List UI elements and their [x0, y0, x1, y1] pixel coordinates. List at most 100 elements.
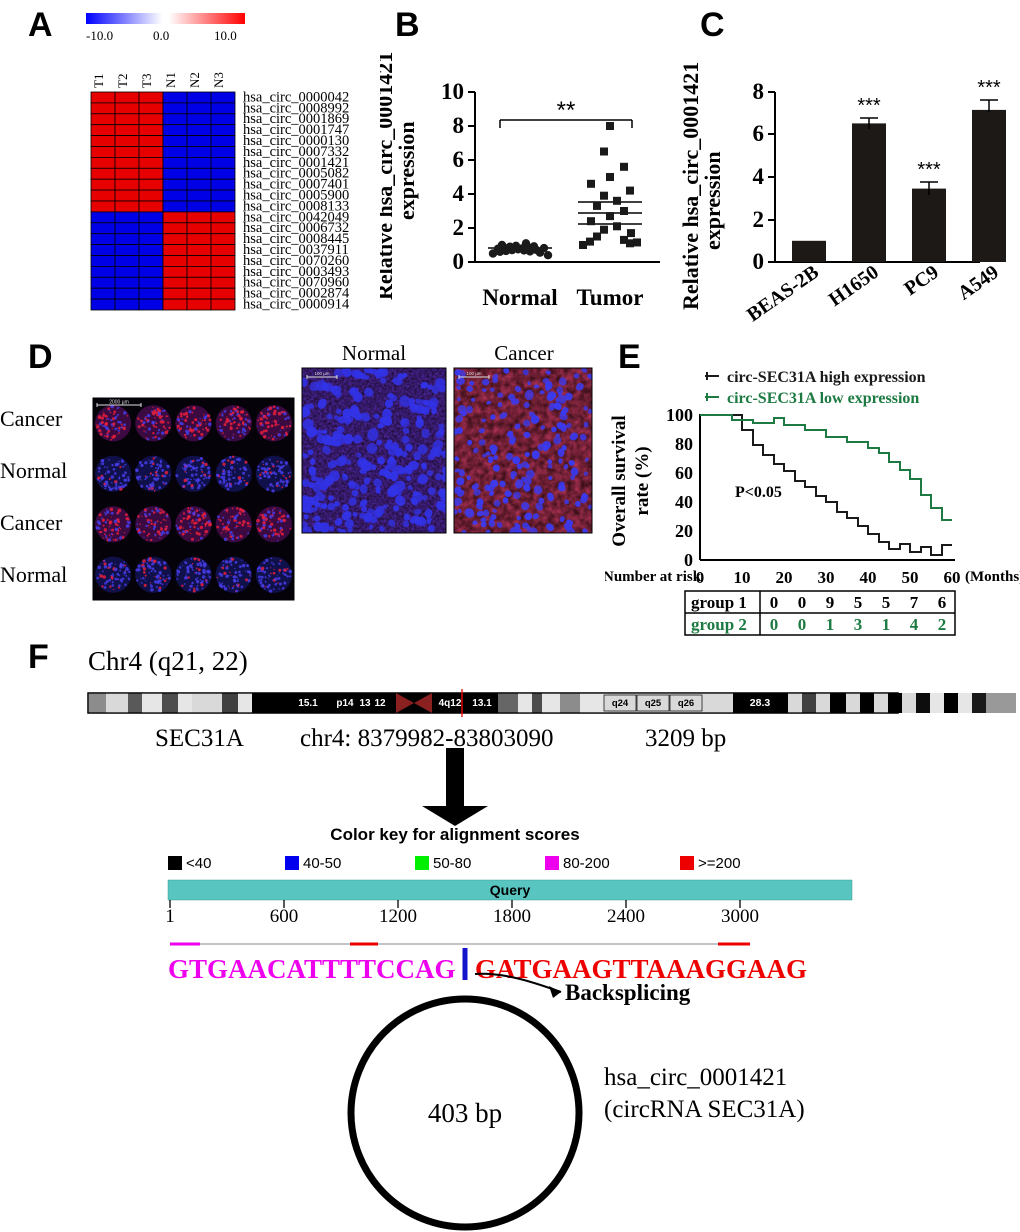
svg-text:expression: expression — [700, 151, 725, 250]
svg-text:4: 4 — [453, 181, 465, 206]
svg-text:Normal: Normal — [0, 562, 67, 587]
svg-text:4: 4 — [753, 164, 765, 189]
svg-text:20: 20 — [776, 568, 793, 587]
svg-text:(circRNA SEC31A): (circRNA SEC31A) — [604, 1096, 805, 1123]
svg-text:group 2: group 2 — [691, 615, 747, 634]
svg-text:Cancer: Cancer — [0, 406, 63, 431]
svg-text:N3: N3 — [211, 72, 226, 88]
svg-text:Normal: Normal — [0, 458, 67, 483]
svg-text:Cancer: Cancer — [494, 341, 553, 365]
svg-text:circ-SEC31A high expression: circ-SEC31A high expression — [727, 369, 926, 386]
svg-text:50-80: 50-80 — [433, 855, 471, 872]
svg-text:60: 60 — [944, 568, 961, 587]
svg-text:6: 6 — [938, 593, 947, 612]
svg-text:PC9: PC9 — [900, 261, 943, 300]
svg-text:40: 40 — [675, 492, 693, 512]
svg-text:9: 9 — [826, 593, 835, 612]
svg-text:13: 13 — [359, 698, 371, 709]
svg-text:13.1: 13.1 — [472, 698, 492, 709]
svg-text:0: 0 — [453, 249, 465, 274]
svg-text:circ-SEC31A low expression: circ-SEC31A low expression — [727, 390, 919, 407]
svg-text:2: 2 — [453, 215, 465, 240]
svg-text:Normal: Normal — [482, 285, 557, 310]
svg-text:100: 100 — [666, 405, 693, 425]
svg-text:4: 4 — [910, 615, 919, 634]
svg-text:5: 5 — [854, 593, 863, 612]
svg-text:-10.0: -10.0 — [86, 28, 113, 43]
svg-text:0: 0 — [684, 550, 693, 570]
svg-text:Chr4 (q21, 22): Chr4 (q21, 22) — [88, 646, 248, 676]
svg-text:H1650: H1650 — [825, 261, 883, 311]
svg-text:6: 6 — [453, 147, 465, 172]
svg-text:q24: q24 — [612, 698, 629, 709]
svg-text:10: 10 — [441, 79, 464, 104]
svg-text:0: 0 — [770, 593, 779, 612]
svg-text:***: *** — [917, 159, 941, 181]
svg-text:group 1: group 1 — [691, 593, 747, 612]
svg-text:403 bp: 403 bp — [428, 1098, 502, 1128]
svg-text:rate (%): rate (%) — [632, 446, 653, 515]
svg-text:100 µm: 100 µm — [314, 371, 329, 376]
svg-text:q26: q26 — [678, 698, 694, 709]
svg-text:6: 6 — [753, 121, 765, 146]
svg-text:1: 1 — [826, 615, 835, 634]
svg-text:600: 600 — [270, 906, 299, 927]
svg-text:chr4: 8379982-83803090: chr4: 8379982-83803090 — [300, 725, 553, 752]
svg-text:30: 30 — [818, 568, 835, 587]
svg-text:2000 µm: 2000 µm — [109, 400, 129, 406]
svg-text:Tumor: Tumor — [577, 285, 644, 310]
svg-text:Normal: Normal — [342, 341, 406, 365]
svg-text:100 µm: 100 µm — [466, 371, 481, 376]
svg-text:>=200: >=200 — [698, 855, 741, 872]
svg-text:1: 1 — [165, 906, 175, 927]
svg-text:5: 5 — [882, 593, 891, 612]
svg-text:***: *** — [857, 95, 881, 117]
svg-text:q25: q25 — [645, 698, 662, 709]
svg-text:2: 2 — [753, 207, 765, 232]
svg-text:28.3: 28.3 — [750, 697, 771, 709]
svg-text:Color key for alignment scores: Color key for alignment scores — [330, 825, 579, 844]
svg-text:20: 20 — [675, 521, 693, 541]
svg-text:0: 0 — [770, 615, 779, 634]
svg-text:P<0.05: P<0.05 — [735, 484, 782, 501]
svg-text:hsa_circ_0001421: hsa_circ_0001421 — [604, 1064, 787, 1091]
svg-text:N1: N1 — [163, 72, 178, 88]
svg-text:2400: 2400 — [607, 906, 645, 927]
svg-text:(Months): (Months) — [965, 569, 1020, 585]
svg-text:1200: 1200 — [379, 906, 417, 927]
svg-text:SEC31A: SEC31A — [155, 725, 244, 752]
svg-text:0: 0 — [798, 593, 807, 612]
svg-text:8: 8 — [753, 79, 765, 104]
svg-text:0: 0 — [753, 249, 765, 274]
svg-text:8: 8 — [453, 113, 465, 138]
svg-text:N2: N2 — [187, 72, 202, 88]
svg-text:10: 10 — [734, 568, 751, 587]
svg-text:40-50: 40-50 — [303, 855, 341, 872]
svg-text:80: 80 — [675, 434, 693, 454]
svg-text:7: 7 — [910, 593, 919, 612]
svg-text:60: 60 — [675, 463, 693, 483]
svg-text:4q12: 4q12 — [439, 698, 462, 709]
svg-text:50: 50 — [902, 568, 919, 587]
svg-text:T1: T1 — [91, 74, 106, 88]
svg-text:<40: <40 — [186, 855, 211, 872]
svg-text:2: 2 — [938, 615, 947, 634]
svg-text:10.0: 10.0 — [214, 28, 237, 43]
svg-text:1: 1 — [882, 615, 891, 634]
svg-text:Cancer: Cancer — [0, 510, 63, 535]
svg-text:3000: 3000 — [721, 906, 759, 927]
svg-text:0.0: 0.0 — [153, 28, 169, 43]
svg-text:3209 bp: 3209 bp — [645, 725, 726, 752]
svg-text:1800: 1800 — [493, 906, 531, 927]
svg-text:40: 40 — [860, 568, 877, 587]
svg-text:T3: T3 — [139, 74, 154, 88]
svg-text:hsa_circ_0000914: hsa_circ_0000914 — [243, 297, 350, 313]
svg-text:p14: p14 — [336, 698, 354, 709]
svg-text:A549: A549 — [954, 261, 1003, 305]
svg-text:T2: T2 — [115, 74, 130, 88]
svg-text:80-200: 80-200 — [563, 855, 610, 872]
svg-text:**: ** — [557, 97, 576, 124]
svg-text:Query: Query — [490, 882, 531, 898]
svg-text:***: *** — [977, 77, 1001, 99]
svg-text:15.1: 15.1 — [298, 698, 318, 709]
